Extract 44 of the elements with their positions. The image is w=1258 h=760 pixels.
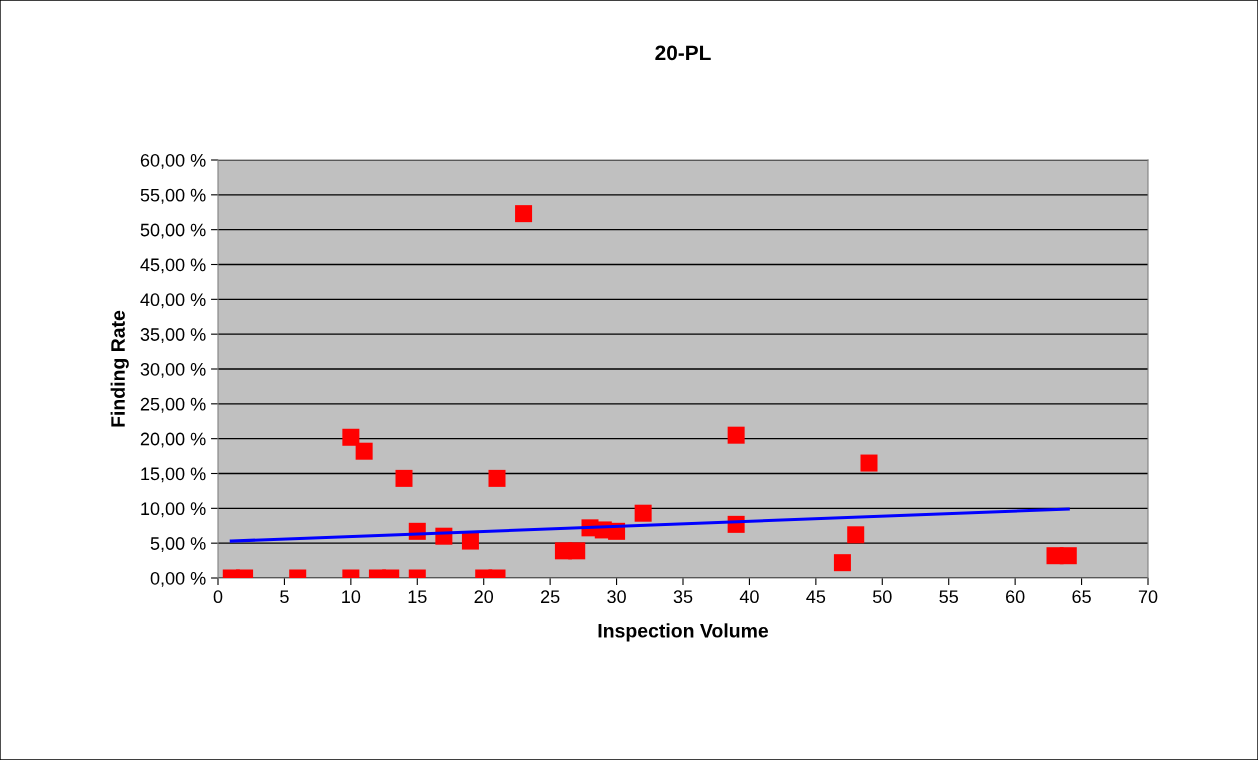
x-tick-label: 60 <box>1006 590 1025 604</box>
point <box>1059 547 1077 565</box>
y-tick-label: 0,00 % <box>150 571 206 587</box>
y-tick-label: 35,00 % <box>140 328 206 344</box>
point <box>568 542 586 560</box>
point <box>634 504 652 522</box>
x-tick-label: 65 <box>1072 590 1091 604</box>
x-tick-label: 15 <box>408 590 427 604</box>
y-tick-label: 25,00 % <box>140 397 206 413</box>
y-tick-label: 15,00 % <box>141 467 206 483</box>
y-tick-label: 40,00 % <box>140 293 206 309</box>
x-tick-label: 70 <box>1138 590 1158 604</box>
x-tick-label: 45 <box>806 590 826 604</box>
x-tick-label: 10 <box>342 590 361 604</box>
y-tick-label: 5,00 % <box>150 537 206 553</box>
y-tick-label: 60,00 % <box>140 153 206 169</box>
x-tick-label: 35 <box>673 590 693 604</box>
y-tick-label: 55,00 % <box>140 188 206 204</box>
y-tick-label: 50,00 % <box>140 223 206 239</box>
x-tick-label: 30 <box>607 590 626 604</box>
x-tick-label: 40 <box>739 590 759 604</box>
x-tick-label: 0 <box>213 590 223 604</box>
point <box>342 428 360 446</box>
x-tick-label: 5 <box>280 590 289 604</box>
point <box>461 532 479 550</box>
y-axis-title: Finding Rate <box>110 310 129 427</box>
x-tick-label: 20 <box>474 590 494 604</box>
point <box>860 454 878 472</box>
point <box>395 469 413 487</box>
point <box>488 469 506 487</box>
x-axis-title: Inspection Volume <box>598 623 769 642</box>
point <box>355 442 373 460</box>
point <box>847 526 865 544</box>
point <box>515 205 533 223</box>
point <box>727 426 745 444</box>
y-tick-label: 45,00 % <box>140 258 206 274</box>
x-tick-label: 55 <box>939 590 958 604</box>
x-tick-label: 50 <box>872 590 892 604</box>
point <box>833 554 851 572</box>
y-tick-label: 30,00 % <box>140 362 206 378</box>
y-tick-label: 20,00 % <box>140 432 206 448</box>
chart-title: 20-PL <box>655 45 711 61</box>
x-tick-label: 25 <box>541 590 560 604</box>
y-tick-label: 10,00 % <box>141 502 206 518</box>
